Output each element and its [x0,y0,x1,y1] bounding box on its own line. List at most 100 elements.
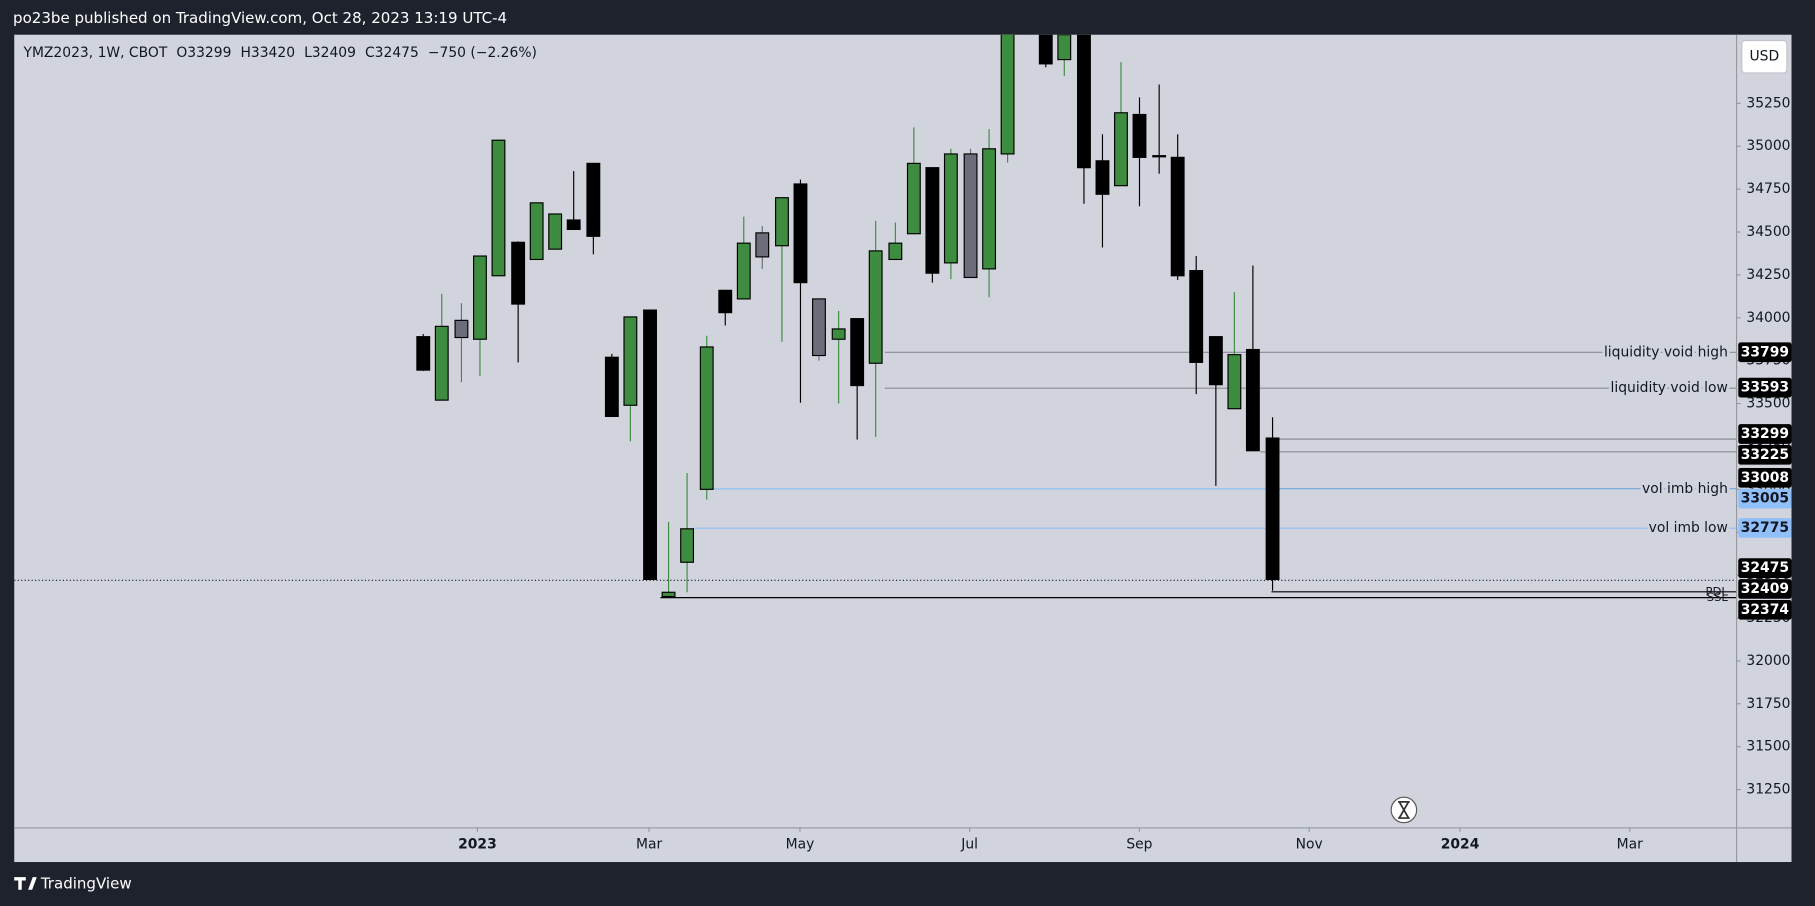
y-tick-label: 35250 [1746,95,1790,111]
axes: 3125031500317503200032250325003275033000… [458,95,1792,853]
legend: YMZ2023, 1W, CBOT O33299 H33420 L32409 C… [22,45,536,61]
brand-logo [14,877,37,890]
hourglass[interactable] [1398,800,1410,819]
candle-body [1245,348,1260,452]
level-label: vol imb high [1642,481,1728,497]
x-tick-label: 2023 [458,837,497,853]
y-tick-label: 34500 [1746,224,1790,240]
brand: TradingView [40,875,132,893]
candle-body [1132,113,1147,158]
price-box-label: 32409 [1741,581,1789,597]
price-box [1738,518,1792,538]
candle-body [906,162,921,235]
price-box-label: 32475 [1741,560,1789,576]
header: po23be published on TradingView.com, Oct… [13,9,507,27]
candle-body [982,148,997,270]
x-tick-label: 2024 [1441,837,1480,853]
price-box [1738,342,1792,363]
legend-open: O33299 [176,45,231,61]
legend-close: C32475 [365,45,419,61]
candle-body [755,232,770,258]
price-box-label: 33005 [1741,491,1789,507]
y-tick-label: 31500 [1746,739,1790,755]
x-tick-label: May [786,837,815,853]
price-box-label: 33799 [1741,344,1789,360]
price-box [1738,444,1792,465]
price-box [1738,377,1792,398]
price-box-label: 33593 [1741,380,1789,396]
price-box [1738,467,1792,488]
level-label: SSL [1707,590,1729,604]
y-tick-label: 34000 [1746,310,1790,326]
candle-body [1189,270,1204,363]
candle-body [491,139,506,277]
level-label: vol imb low [1649,520,1728,536]
currency-button[interactable] [1741,39,1788,74]
candle-body [1152,155,1167,158]
legend-symbol: YMZ2023, 1W, CBOT [22,45,167,61]
candle-body [416,336,431,371]
y-tick-label: 31250 [1746,782,1790,798]
price-box [1738,579,1792,599]
price-box-label: 33299 [1741,426,1789,442]
candle-body [1170,156,1185,277]
y-tick-label: 32000 [1746,653,1790,669]
price-box [1738,488,1792,509]
y-tick-label: 33500 [1746,396,1790,412]
level-label: PDL [1706,584,1729,598]
y-tick-label: 34750 [1746,181,1790,197]
candle-body [1227,354,1242,410]
y-tick-label: 34250 [1746,267,1790,283]
candle-body [1038,34,1053,65]
replay-icon[interactable] [1390,796,1418,824]
price-box [1738,424,1792,444]
x-tick-label: Mar [1617,837,1643,853]
candle-body [548,213,563,250]
price-box-label: 32374 [1741,602,1790,618]
candle-body [793,183,808,284]
candle-body [850,318,865,387]
currency[interactable]: USD [1749,49,1779,65]
candle-body [623,316,638,406]
x-tick-label: Nov [1296,837,1323,853]
candle-body [1265,437,1280,580]
candle-body [963,153,978,279]
candle-body [1000,34,1015,155]
price-box-label: 33225 [1741,447,1789,463]
candle-body [473,255,487,340]
x-tick-label: Sep [1126,837,1152,853]
price-box [1738,599,1792,620]
level-label: liquidity void low [1611,380,1728,396]
price-box [1738,558,1792,578]
chart-background [14,34,1792,863]
candle-body [888,242,903,261]
candle-body [736,242,751,300]
candle-body [1095,160,1110,195]
candle-body [434,325,449,401]
y-tick-label: 31750 [1746,696,1790,712]
x-tick-label: Mar [636,837,662,853]
candle-body [511,241,526,305]
candle-body [566,219,581,231]
candle-body [943,153,958,264]
candle-body [454,319,469,339]
candle-body [831,328,846,340]
candle-body [868,250,883,364]
level-label: liquidity void high [1604,344,1728,360]
legend-low: L32409 [304,45,356,61]
candle-body [643,309,657,580]
candle-body [775,197,789,247]
candle-body [604,356,619,418]
x-tick-label: Jul [960,837,978,853]
price-box-label: 33008 [1741,470,1789,486]
legend-change: −750 (−2.26%) [428,45,537,61]
candle-body [1208,336,1223,386]
candle-body [1114,112,1128,187]
price-box-label: 32775 [1741,520,1789,536]
y-tick-label: 35000 [1746,138,1790,154]
candle-body [718,289,733,314]
legend-high: H33420 [240,45,295,61]
candle-body [699,346,714,490]
